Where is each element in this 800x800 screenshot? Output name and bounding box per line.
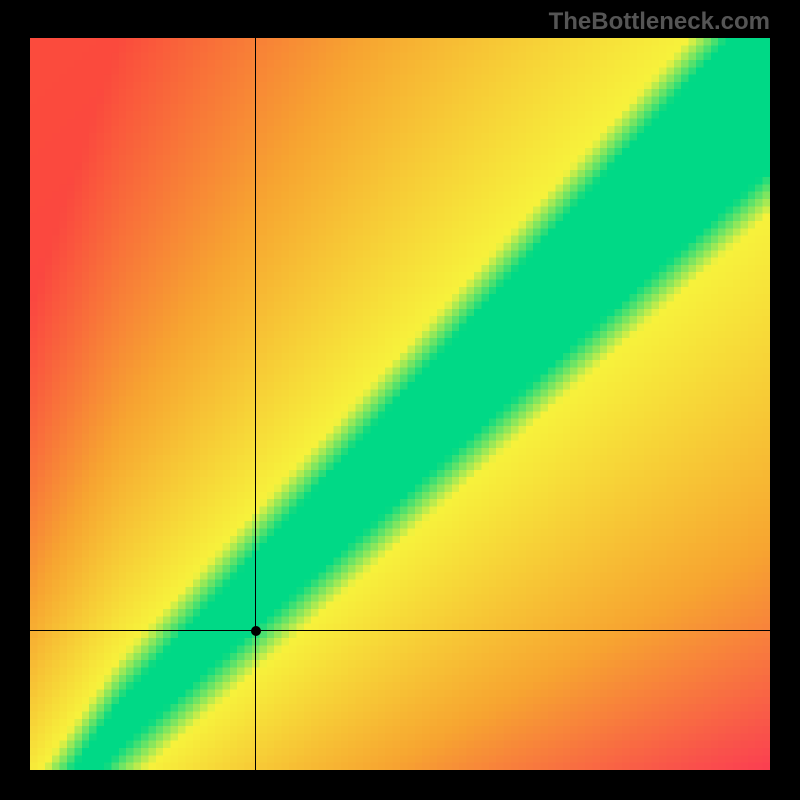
- crosshair-marker: [251, 626, 261, 636]
- crosshair-vertical: [255, 38, 256, 770]
- crosshair-horizontal: [30, 630, 770, 631]
- heatmap-canvas: [30, 38, 770, 770]
- watermark-text: TheBottleneck.com: [549, 8, 770, 36]
- plot-area: [30, 38, 770, 770]
- chart-container: { "watermark": "TheBottleneck.com", "typ…: [0, 0, 800, 800]
